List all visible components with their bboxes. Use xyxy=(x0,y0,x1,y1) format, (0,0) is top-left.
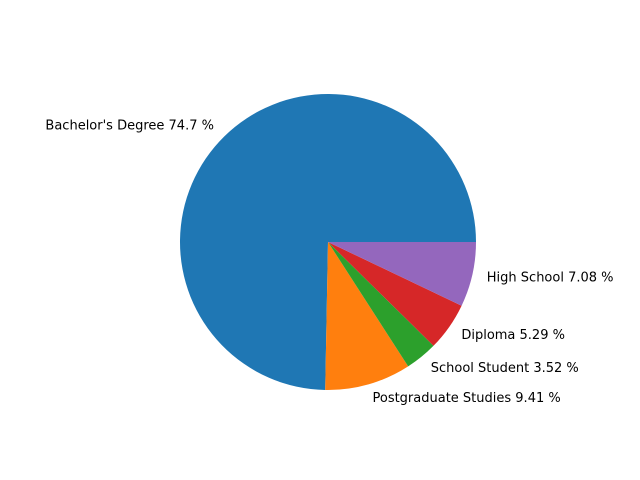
pie-slice-bachelor-s-degree xyxy=(179,94,476,390)
pie-slice-school-student xyxy=(328,242,434,367)
pie-slice-diploma xyxy=(328,242,462,346)
slice-label-school-student: School Student 3.52 % xyxy=(431,361,579,376)
pie-slices xyxy=(179,94,476,390)
slice-label-postgraduate-studies: Postgraduate Studies 9.41 % xyxy=(372,391,560,406)
slice-label-high-school: High School 7.08 % xyxy=(487,270,614,285)
pie-labels: Bachelor's Degree 74.7 % Postgraduate Stu… xyxy=(45,118,613,406)
slice-label-diploma: Diploma 5.29 % xyxy=(461,328,565,343)
pie-slice-high-school xyxy=(328,242,476,306)
pie-slice-postgraduate-studies xyxy=(325,242,409,390)
slice-label-bachelor-s-degree: Bachelor's Degree 74.7 % xyxy=(45,118,214,133)
